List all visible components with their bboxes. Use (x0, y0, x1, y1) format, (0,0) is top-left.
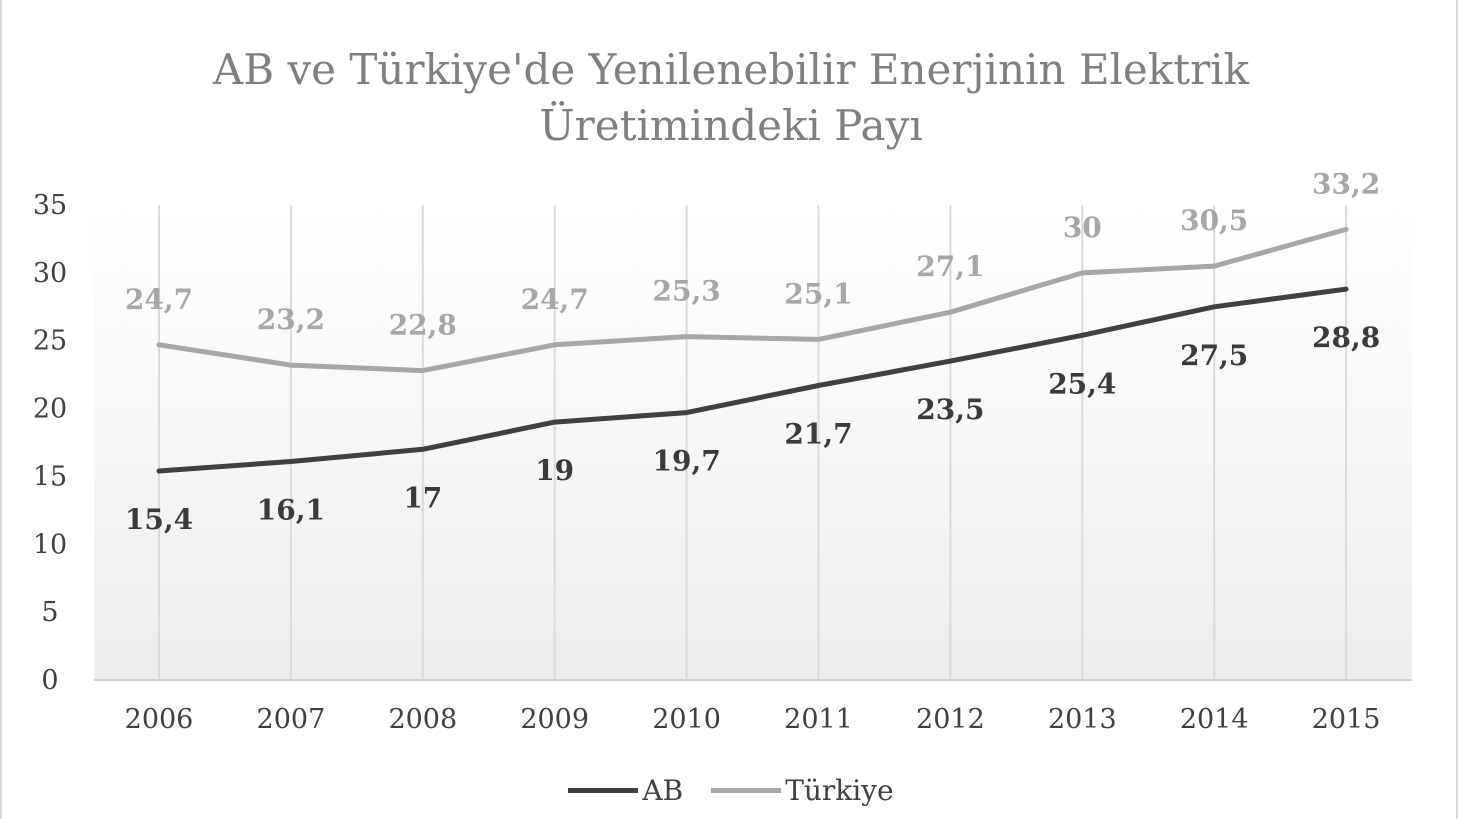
data-label-turkiye: 27,1 (916, 250, 984, 283)
data-label-turkiye: 30 (1063, 211, 1102, 244)
legend-swatch-turkiye (711, 788, 782, 793)
series-lines (156, 226, 1349, 474)
x-tick-label: 2012 (916, 704, 985, 735)
chart-title: AB ve Türkiye'de Yenilenebilir Enerjinin… (2, 42, 1458, 154)
data-label-ab: 27,5 (1180, 339, 1248, 372)
legend-item-ab: AB (568, 774, 683, 807)
y-tick-label: 30 (33, 258, 67, 289)
data-label-turkiye: 25,1 (784, 277, 852, 310)
chart-title-line-2: Üretimindeki Payı (539, 101, 923, 150)
legend: AB Türkiye (2, 774, 1458, 807)
legend-item-turkiye: Türkiye (711, 774, 894, 807)
y-tick-label: 35 (33, 190, 67, 221)
series-line-ab (156, 286, 1349, 474)
y-tick-label: 20 (33, 394, 67, 425)
x-tick-label: 2006 (125, 704, 194, 735)
y-tick-label: 5 (41, 597, 58, 628)
gridlines (158, 205, 1348, 680)
plot-area (94, 205, 1412, 680)
data-label-turkiye: 30,5 (1180, 204, 1248, 237)
chart-title-line-1: AB ve Türkiye'de Yenilenebilir Enerjinin… (212, 45, 1250, 94)
data-label-ab: 19 (535, 454, 574, 487)
legend-swatch-ab (568, 788, 639, 793)
data-label-ab: 16,1 (257, 494, 325, 527)
x-tick-label: 2008 (388, 704, 457, 735)
data-label-turkiye: 25,3 (652, 275, 720, 308)
x-axis: 2006 2007 2008 2009 2010 2011 2012 2013 2014 2015 (125, 704, 1381, 735)
x-tick-label: 2011 (784, 704, 853, 735)
legend-label-turkiye: Türkiye (785, 774, 894, 807)
x-tick-label: 2009 (520, 704, 589, 735)
data-label-ab: 21,7 (784, 418, 852, 451)
series-line-turkiye (156, 226, 1349, 374)
data-label-turkiye: 22,8 (389, 309, 457, 342)
y-axis: 0 5 10 15 20 25 30 35 (33, 190, 67, 696)
x-tick-label: 2010 (652, 704, 721, 735)
data-label-ab: 15,4 (125, 503, 193, 536)
y-tick-label: 25 (33, 326, 67, 357)
data-labels: 15,4 16,1 17 19 19,7 21,7 23,5 25,4 27,5 28,8 24,7… (125, 167, 1380, 536)
x-tick-label: 2013 (1048, 704, 1117, 735)
data-label-ab: 28,8 (1312, 321, 1380, 354)
data-label-ab: 19,7 (652, 445, 720, 478)
x-tick-label: 2014 (1180, 704, 1249, 735)
x-tick-label: 2007 (257, 704, 326, 735)
data-label-ab: 25,4 (1048, 367, 1116, 400)
data-label-turkiye: 24,7 (521, 283, 589, 316)
data-label-ab: 23,5 (916, 393, 984, 426)
legend-label-ab: AB (642, 774, 684, 807)
data-label-ab: 17 (403, 481, 442, 514)
y-tick-label: 0 (41, 665, 58, 696)
data-label-turkiye: 24,7 (125, 283, 193, 316)
x-tick-label: 2015 (1312, 704, 1381, 735)
data-label-turkiye: 23,2 (257, 303, 325, 336)
y-tick-label: 10 (33, 529, 67, 560)
y-tick-label: 15 (33, 461, 67, 492)
data-label-turkiye: 33,2 (1312, 167, 1380, 200)
